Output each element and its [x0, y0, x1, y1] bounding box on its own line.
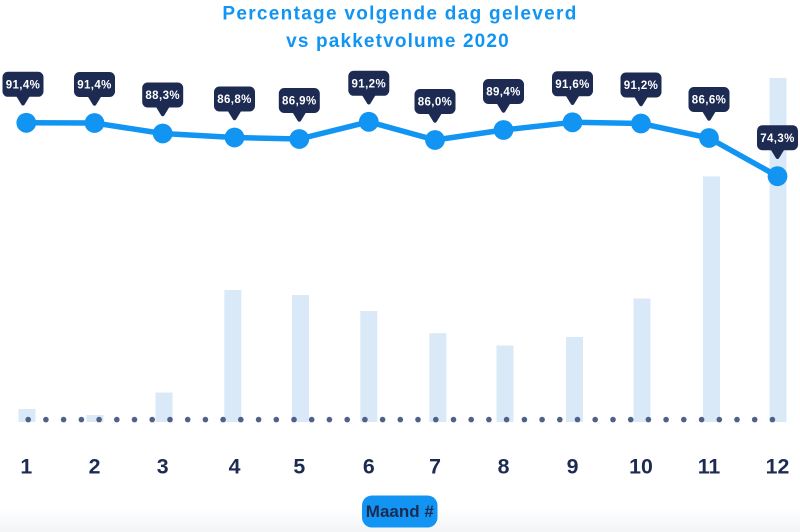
- svg-text:11: 11: [698, 455, 721, 479]
- svg-text:10: 10: [629, 455, 653, 479]
- svg-text:86,6%: 86,6%: [692, 95, 727, 107]
- svg-text:6: 6: [363, 455, 375, 479]
- svg-text:86,9%: 86,9%: [282, 96, 317, 108]
- svg-text:12: 12: [766, 455, 790, 479]
- svg-text:91,4%: 91,4%: [6, 79, 41, 91]
- svg-text:86,0%: 86,0%: [418, 97, 453, 109]
- svg-text:74,3%: 74,3%: [760, 133, 795, 145]
- svg-text:4: 4: [229, 455, 241, 479]
- svg-text:7: 7: [429, 455, 441, 479]
- svg-text:5: 5: [293, 455, 305, 479]
- svg-text:91,2%: 91,2%: [351, 78, 386, 90]
- svg-text:91,4%: 91,4%: [77, 80, 112, 92]
- svg-text:2: 2: [89, 455, 101, 479]
- svg-text:3: 3: [157, 455, 169, 479]
- svg-text:1: 1: [20, 455, 32, 479]
- svg-text:89,4%: 89,4%: [486, 87, 521, 99]
- svg-text:Percentage volgende dag geleve: Percentage volgende dag geleverd: [222, 4, 577, 25]
- svg-text:Maand #: Maand #: [366, 502, 435, 521]
- svg-text:9: 9: [567, 455, 579, 479]
- svg-text:91,6%: 91,6%: [555, 79, 590, 91]
- svg-text:vs pakketvolume 2020: vs pakketvolume 2020: [286, 31, 510, 52]
- svg-text:86,8%: 86,8%: [217, 94, 252, 106]
- svg-text:8: 8: [498, 455, 510, 479]
- svg-text:91,2%: 91,2%: [624, 80, 659, 92]
- svg-text:88,3%: 88,3%: [145, 90, 180, 102]
